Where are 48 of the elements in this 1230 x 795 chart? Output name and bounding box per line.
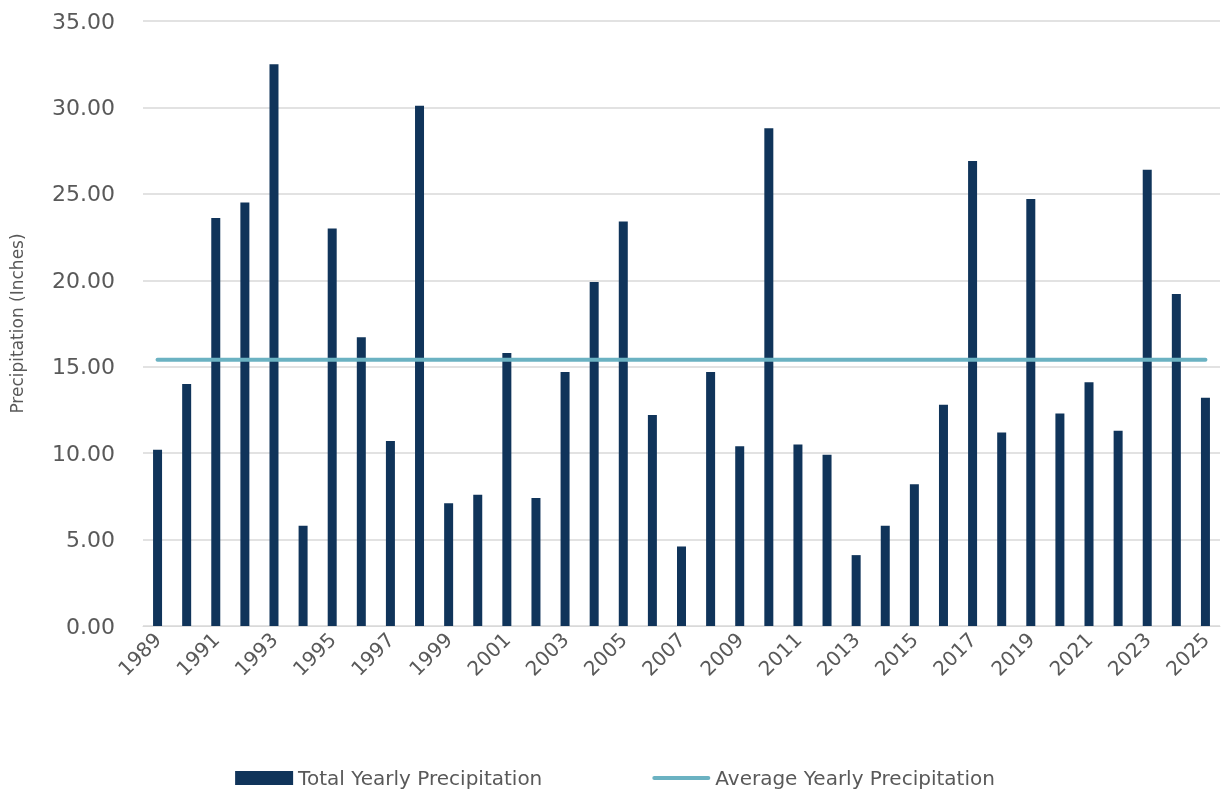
bar — [938, 404, 948, 626]
y-tick-label: 25.00 — [52, 181, 115, 207]
y-tick-label: 35.00 — [52, 8, 115, 34]
bar — [240, 202, 250, 626]
bar — [1084, 382, 1094, 626]
bar — [997, 432, 1007, 626]
bar — [793, 444, 803, 626]
bar — [764, 128, 774, 626]
bar — [735, 446, 745, 626]
y-tick-label: 5.00 — [66, 527, 115, 553]
bar — [269, 64, 279, 626]
bar — [880, 525, 890, 626]
y-tick-label: 0.00 — [66, 613, 115, 639]
bar — [385, 441, 395, 626]
bar — [618, 221, 628, 626]
legend-label: Average Yearly Precipitation — [715, 766, 995, 790]
y-tick-label: 10.00 — [52, 440, 115, 466]
bar — [356, 337, 366, 626]
bar — [1026, 199, 1036, 626]
y-axis-title: Precipitation (Inches) — [6, 233, 27, 414]
bar — [502, 352, 512, 626]
y-tick-label: 20.00 — [52, 267, 115, 293]
bar — [182, 384, 192, 626]
bar — [473, 494, 483, 626]
y-tick-label: 30.00 — [52, 94, 115, 120]
bar — [560, 371, 570, 626]
bar — [1171, 294, 1181, 626]
bar — [153, 449, 163, 626]
bar — [327, 228, 337, 626]
bar — [851, 555, 861, 626]
legend-label: Total Yearly Precipitation — [297, 766, 543, 790]
bar — [909, 484, 919, 626]
bar — [706, 371, 716, 626]
bar — [822, 454, 832, 626]
bar — [589, 282, 599, 626]
bar — [415, 105, 425, 626]
bar — [1113, 430, 1123, 626]
bar — [211, 218, 221, 626]
bar — [968, 161, 978, 626]
bar — [531, 498, 541, 626]
y-tick-label: 15.00 — [52, 354, 115, 380]
bar — [677, 546, 686, 626]
bar — [647, 415, 657, 626]
bar — [298, 525, 308, 626]
bar — [1055, 413, 1065, 626]
bar — [1142, 169, 1152, 626]
bar — [1200, 397, 1210, 626]
bar — [444, 503, 454, 626]
